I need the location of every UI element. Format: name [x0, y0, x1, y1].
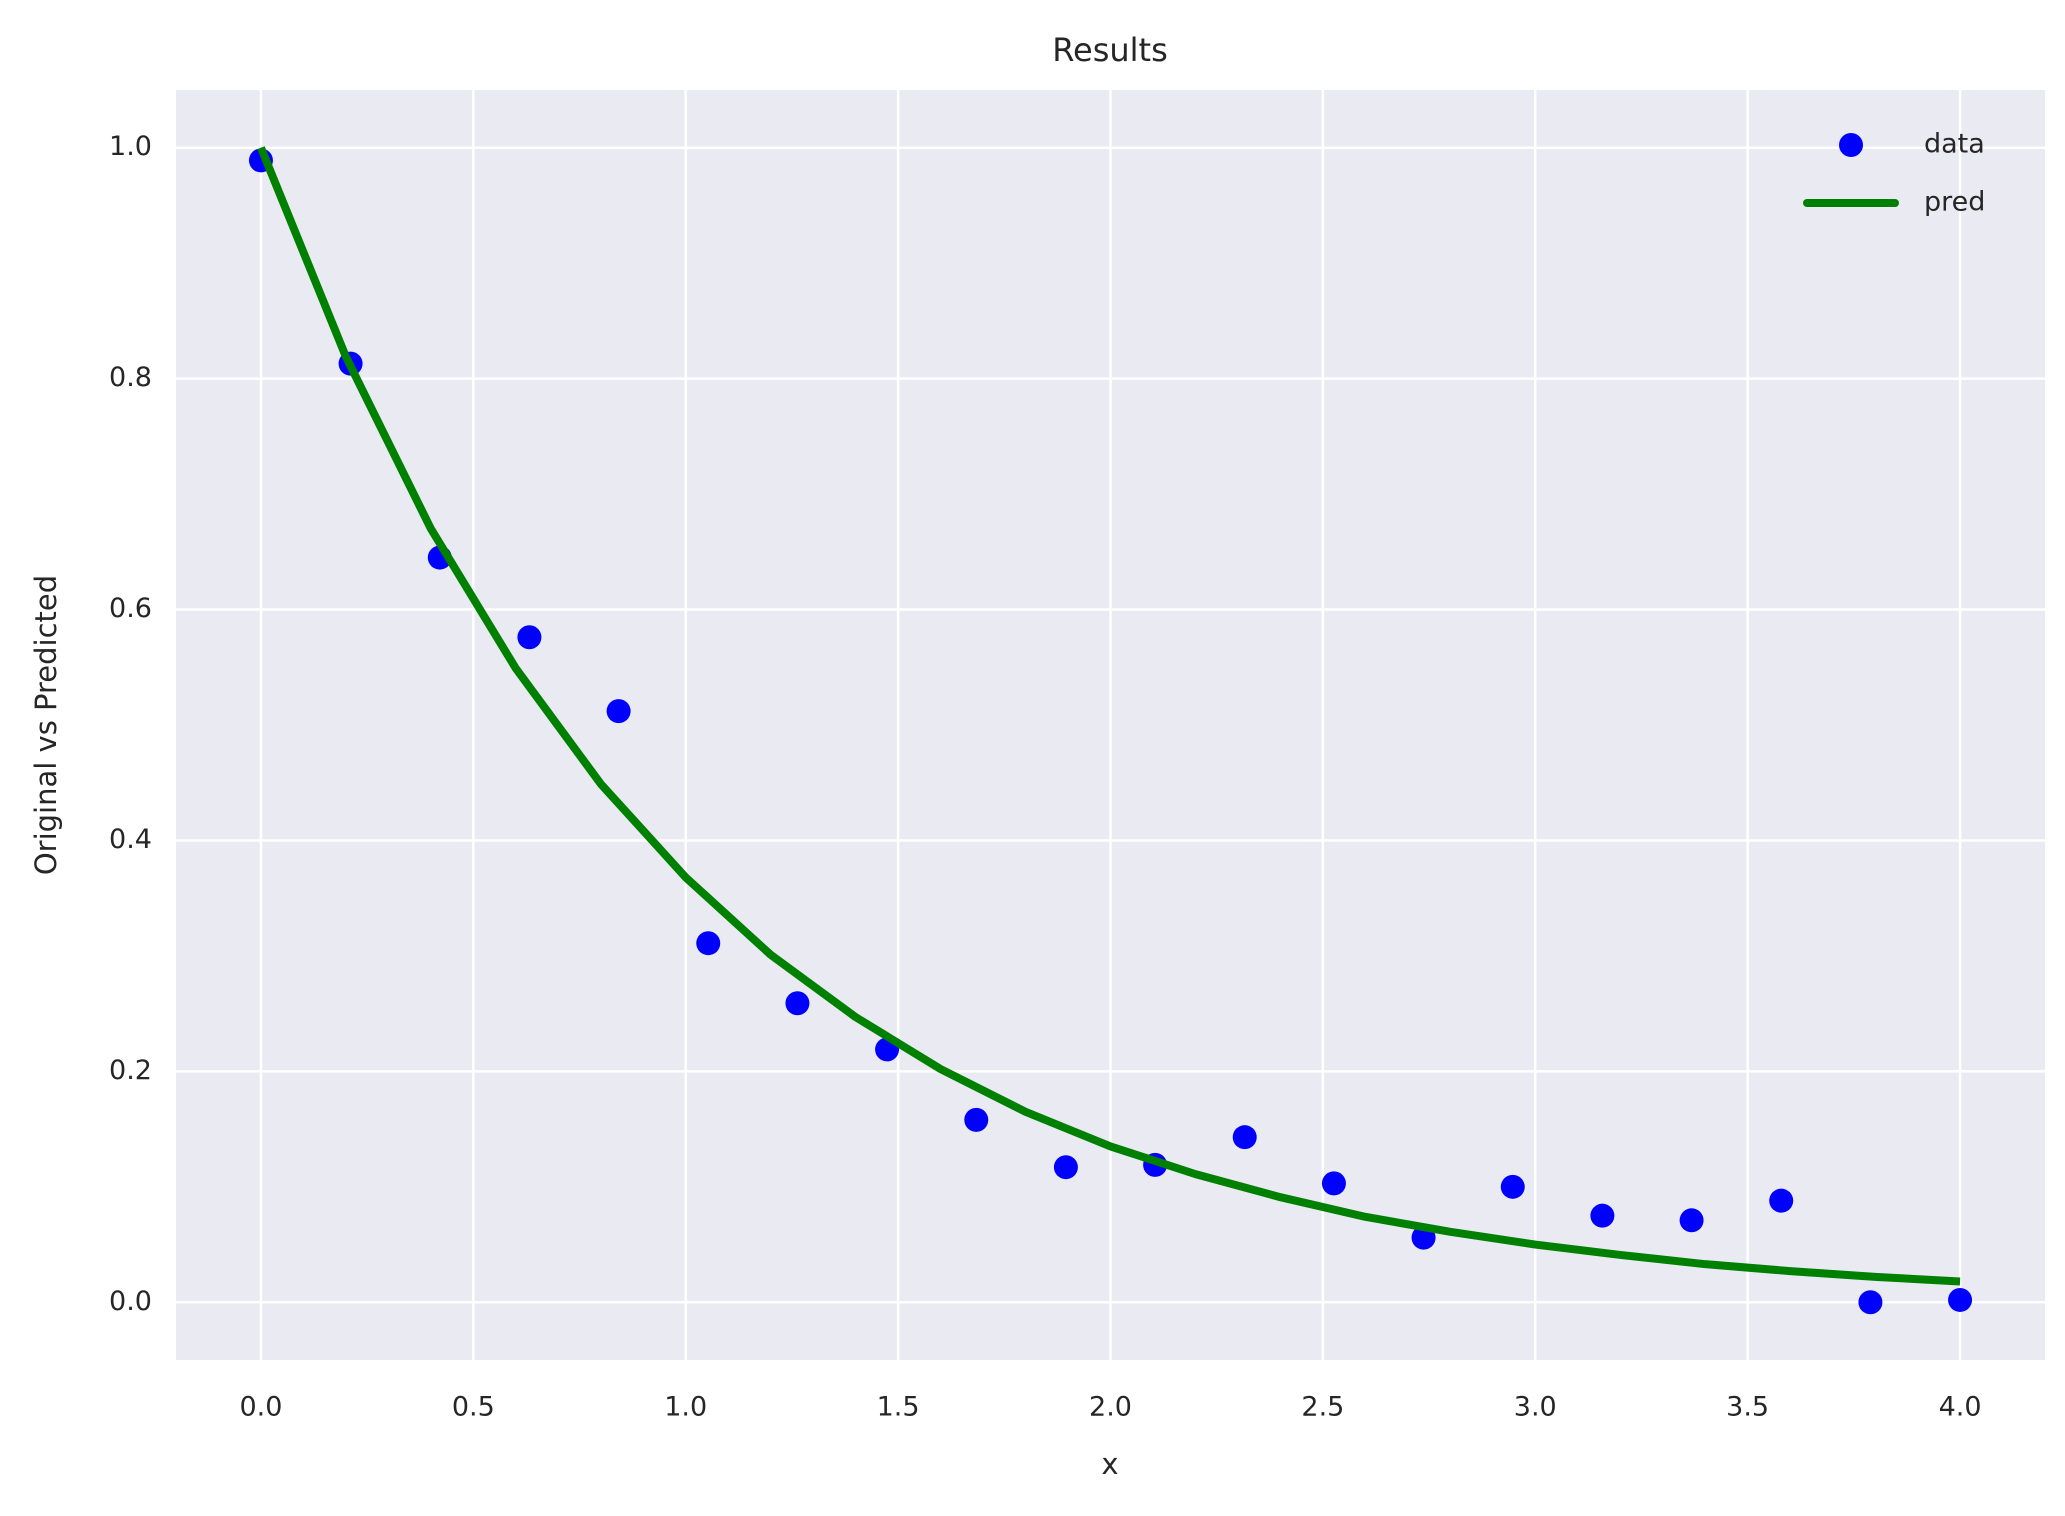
legend-label: data [1924, 129, 1985, 160]
x-tick-label: 0.5 [452, 1392, 495, 1423]
x-tick-label: 2.5 [1301, 1392, 1344, 1423]
y-tick-label: 0.2 [109, 1055, 152, 1086]
data-point [517, 625, 542, 650]
x-tick-label: 2.0 [1089, 1392, 1132, 1423]
y-tick-label: 0.8 [109, 362, 152, 393]
x-tick-label: 4.0 [1939, 1392, 1982, 1423]
x-tick-label: 1.0 [664, 1392, 707, 1423]
data-point [1590, 1203, 1615, 1228]
y-tick-label: 0.4 [109, 824, 152, 855]
data-point [1769, 1188, 1794, 1213]
x-tick-label: 0.0 [239, 1392, 282, 1423]
y-tick-label: 0.6 [109, 593, 152, 624]
data-point [1321, 1171, 1346, 1196]
x-tick-label: 1.5 [877, 1392, 920, 1423]
data-point [606, 699, 631, 724]
legend-marker [1839, 133, 1863, 157]
legend-label: pred [1924, 187, 1985, 218]
data-point [1500, 1174, 1525, 1199]
y-axis-label: Original vs Predicted [29, 575, 63, 875]
data-point [785, 991, 810, 1016]
data-point [1858, 1290, 1883, 1315]
data-point [1053, 1155, 1078, 1180]
data-point [1948, 1287, 1973, 1312]
x-axis-label: x [1101, 1447, 1118, 1481]
x-tick-label: 3.5 [1726, 1392, 1769, 1423]
data-point [1679, 1208, 1704, 1233]
series-line [257, 146, 1961, 1286]
y-tick-label: 1.0 [109, 131, 152, 162]
data-point [964, 1107, 989, 1132]
data-point [1232, 1125, 1257, 1150]
chart-title: Results [1052, 31, 1168, 69]
x-tick-label: 3.0 [1514, 1392, 1557, 1423]
data-point [696, 931, 721, 956]
y-tick-label: 0.0 [109, 1286, 152, 1317]
